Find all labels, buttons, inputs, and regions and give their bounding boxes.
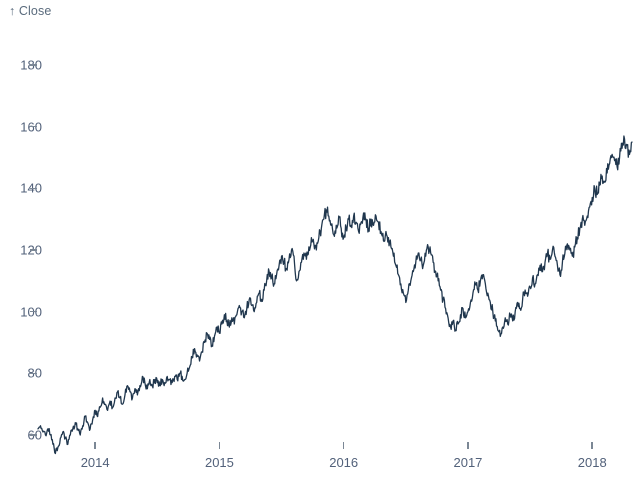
x-tick-mark (94, 442, 96, 449)
y-tick-mark (30, 249, 37, 251)
close-price-line (37, 135, 633, 455)
y-tick-mark (30, 310, 37, 313)
x-tick-label: 2016 (329, 455, 359, 470)
y-tick-mark (30, 64, 37, 66)
x-tick-label: 2015 (204, 455, 234, 470)
y-tick-mark (30, 187, 37, 190)
y-axis-title: ↑ Close (9, 4, 52, 18)
x-tick-label: 2018 (577, 455, 607, 470)
x-tick-mark (591, 442, 593, 449)
y-tick-mark (30, 372, 37, 375)
x-tick-mark (467, 442, 469, 449)
x-tick-mark (218, 442, 221, 449)
x-tick-label: 2014 (80, 455, 110, 470)
x-tick-mark (342, 442, 345, 449)
x-tick-label: 2017 (453, 455, 483, 470)
y-tick-mark (30, 434, 37, 436)
y-tick-mark (30, 125, 37, 128)
